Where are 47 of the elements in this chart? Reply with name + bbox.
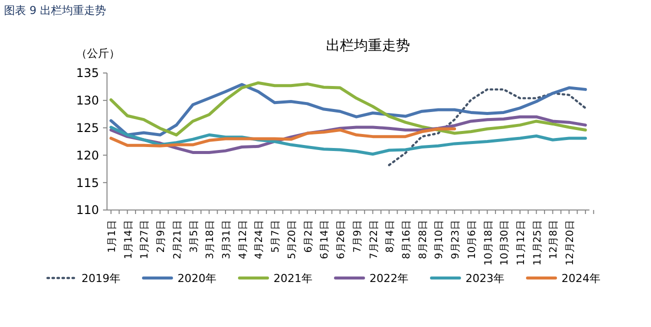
line-series xyxy=(110,127,456,148)
x-tick-label: 7月9日 xyxy=(352,220,364,253)
y-axis-title: （公斤） xyxy=(76,47,120,60)
x-tick-label: 6月14日 xyxy=(320,220,331,260)
x-tick-label: 4月12日 xyxy=(238,220,249,260)
x-tick-label: 10月6日 xyxy=(466,220,478,260)
x-tick-label: 10月30日 xyxy=(500,220,511,266)
x-tick-label: 8月28日 xyxy=(418,220,429,260)
legend-label: 2022年 xyxy=(370,272,408,285)
x-tick-label: 10月18日 xyxy=(483,220,494,266)
y-tick-label: 125 xyxy=(76,121,99,135)
line-series xyxy=(388,88,587,166)
chart-title: 出栏均重走势 xyxy=(326,38,410,54)
legend-label: 2024年 xyxy=(562,272,600,285)
legend-label: 2020年 xyxy=(178,272,216,285)
x-tick-label: 7月22日 xyxy=(368,220,380,260)
legend-label: 2023年 xyxy=(466,272,504,285)
x-tick-label: 11月25日 xyxy=(532,220,544,266)
x-tick-label: 8月16日 xyxy=(401,220,412,260)
x-tick-label: 1月27日 xyxy=(140,220,151,260)
y-tick-label: 110 xyxy=(76,203,99,218)
x-tick-label: 3月18日 xyxy=(205,220,216,260)
x-tick-label: 12月8日 xyxy=(548,220,560,260)
x-tick-label: 5月20日 xyxy=(286,220,298,260)
x-tick-label: 9月10日 xyxy=(434,220,446,260)
x-tick-label: 3月31日 xyxy=(222,220,233,260)
y-tick-label: 120 xyxy=(76,148,99,162)
x-tick-label: 6月2日 xyxy=(303,220,314,253)
legend-label: 2021年 xyxy=(274,272,312,285)
line-series xyxy=(110,126,587,156)
x-tick-label: 1月1日 xyxy=(107,220,118,253)
text: 图表 9 出栏均重走势 xyxy=(4,4,106,17)
y-tick-label: 130 xyxy=(76,94,99,108)
y-tick-label: 135 xyxy=(76,66,99,80)
x-tick-label: 8月4日 xyxy=(385,220,396,253)
x-tick-label: 5月7日 xyxy=(270,220,282,253)
x-tick-label: 3月5日 xyxy=(188,220,200,253)
x-tick-label: 2月21日 xyxy=(172,220,184,260)
x-tick-label: 1月14日 xyxy=(123,220,134,260)
x-tick-label: 6月26日 xyxy=(336,220,348,260)
x-tick-label: 2月9日 xyxy=(156,220,168,253)
legend-label: 2019年 xyxy=(82,272,120,285)
y-tick-label: 115 xyxy=(76,176,99,190)
x-tick-label: 11月12日 xyxy=(516,220,527,266)
x-tick-label: 9月23日 xyxy=(450,220,462,260)
x-tick-label: 4月24日 xyxy=(254,220,266,260)
x-tick-label: 12月20日 xyxy=(565,220,576,266)
